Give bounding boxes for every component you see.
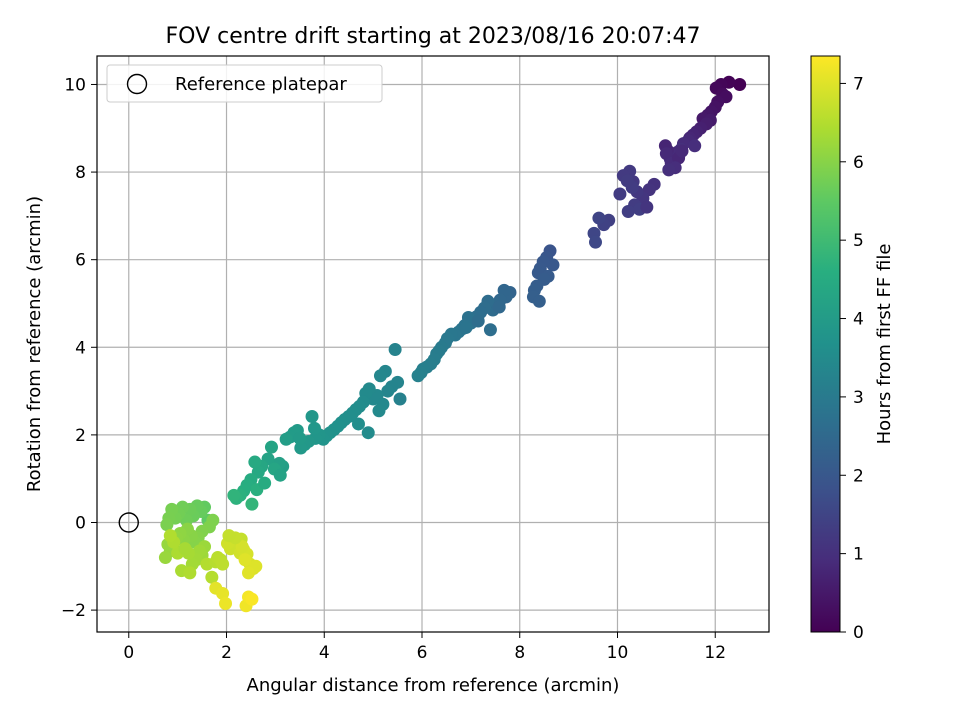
data-point [307,421,321,435]
data-point [640,200,654,214]
data-point [293,431,307,445]
data-point [373,369,387,383]
data-point [305,409,319,423]
data-point [219,597,233,611]
data-point [361,426,375,440]
x-tick-label: 6 [417,643,428,663]
data-point [216,557,230,571]
x-tick-label: 2 [221,643,232,663]
data-point [589,235,603,249]
colorbar-tick-label: 2 [853,466,864,486]
data-point [459,321,473,335]
data-point [183,566,197,580]
data-point [273,468,287,482]
data-point [163,529,177,543]
data-point [411,369,425,383]
colorbar-tick-label: 1 [853,545,864,565]
y-tick-label: 8 [75,163,86,183]
reference-marker-icon [126,73,148,95]
data-point [388,342,402,356]
grid-lines [97,56,769,632]
y-tick-label: −2 [61,601,86,621]
data-point [546,258,560,272]
data-point [235,540,249,554]
data-point [279,432,293,446]
x-tick-label: 10 [607,643,629,663]
data-point [621,204,635,218]
reference-platepar-marker [118,512,139,533]
x-axis-label: Angular distance from reference (arcmin) [247,675,620,696]
data-point [688,139,702,153]
data-point [258,476,272,490]
y-tick-label: 10 [64,75,86,95]
legend-label: Reference platepar [175,74,347,95]
colorbar-tick-label: 4 [853,310,864,330]
colorbar-tick-label: 0 [853,623,864,643]
data-point [351,417,365,431]
scatter-points [118,75,747,613]
colorbar-tick-label: 7 [853,74,864,94]
data-point [245,592,259,606]
data-point [592,211,606,225]
data-point [733,77,747,91]
data-point [294,441,308,455]
data-point [245,497,259,511]
data-point [483,323,497,337]
plot-frame [96,55,770,633]
data-point [675,144,689,158]
data-point [160,518,174,532]
data-point [492,300,506,314]
data-point [471,314,485,328]
y-tick-label: 6 [75,251,86,271]
data-point [393,392,407,406]
data-point [264,440,278,454]
legend-box [106,64,383,103]
data-point [227,488,241,502]
colorbar-ticks: 0 1 2 3 4 5 6 7 [840,74,864,643]
data-point [238,553,252,567]
data-point [222,529,236,543]
data-point [372,404,386,418]
data-point [620,174,634,188]
chart-title: FOV centre drift starting at 2023/08/16 … [166,24,701,49]
colorbar-tick-label: 3 [853,388,864,408]
data-point [532,294,546,308]
colorbar-label: Hours from first FF file [874,244,895,445]
data-point [662,163,676,177]
data-point [613,187,627,201]
x-tick-label: 0 [123,643,134,663]
y-tick-label: 4 [75,338,86,358]
y-axis-label: Rotation from reference (arcmin) [24,196,45,492]
x-axis-ticks: 0 2 4 6 8 10 12 [123,632,726,663]
y-tick-label: 0 [75,513,86,533]
data-point [216,586,230,600]
data-point [242,566,256,580]
colorbar-tick-label: 6 [853,153,864,173]
y-axis-ticks: −2 0 2 4 6 8 10 [61,75,97,621]
colorbar-tick-label: 5 [853,231,864,251]
data-point [659,147,673,161]
data-point [248,455,262,469]
x-tick-label: 4 [319,643,330,663]
y-tick-label: 2 [75,426,86,446]
colorbar [810,55,841,633]
legend: Reference platepar [106,64,383,103]
data-point [158,551,172,565]
x-tick-label: 12 [704,643,726,663]
data-point [205,570,219,584]
data-point [178,542,192,556]
x-tick-label: 8 [514,643,525,663]
data-point [381,384,395,398]
